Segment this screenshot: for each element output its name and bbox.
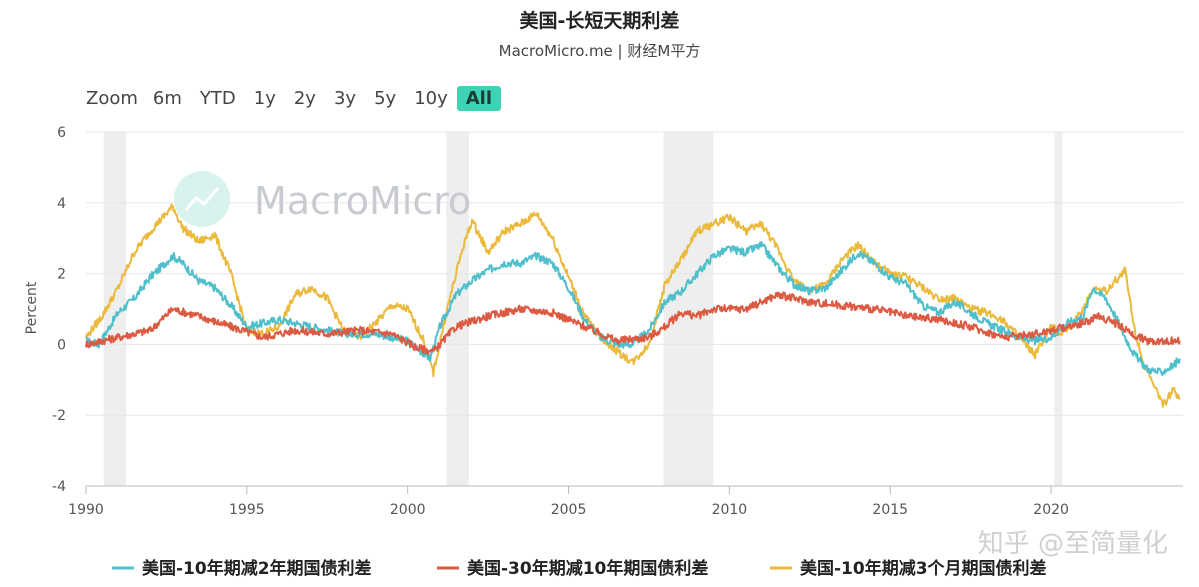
legend-label-2[interactable]: 美国-10年期减3个月期国债利差 <box>800 558 1047 579</box>
legend-label-0[interactable]: 美国-10年期减2年期国债利差 <box>142 558 372 579</box>
watermark: MacroMicro <box>174 171 471 227</box>
chart-title: 美国-长短天期利差 <box>519 10 680 32</box>
recession-band-1 <box>446 132 469 486</box>
y-axis-label: Percent <box>24 281 40 334</box>
zoom-label: Zoom <box>86 87 138 109</box>
series-line-1 <box>85 291 1181 355</box>
recession-bands <box>103 132 1063 486</box>
legend: 美国-10年期减2年期国债利差 美国-30年期减10年期国债利差 美国-10年期减3… <box>112 558 1047 579</box>
watermark-chart-icon <box>184 187 220 211</box>
x-axis: 1990 1995 2000 2005 2010 2015 2020 <box>68 486 1069 518</box>
zoom-bar: Zoom 6m YTD 1y 2y 3y 5y 10y All <box>86 84 502 112</box>
series-line-2 <box>85 203 1181 408</box>
y-axis: -4 -2 0 2 4 6 <box>52 125 66 495</box>
x-tick-label: 2005 <box>551 502 587 518</box>
zoom-1y-button[interactable]: 1y <box>253 87 276 109</box>
zoom-3y-button[interactable]: 3y <box>333 87 357 109</box>
recession-band-0 <box>103 132 127 486</box>
recession-band-2 <box>663 132 714 486</box>
watermark-logo-icon <box>174 171 230 227</box>
watermark-brand: MacroMicro <box>254 179 471 223</box>
x-tick-label: 2000 <box>390 502 426 518</box>
chart-subtitle: MacroMicro.me | 财经M平方 <box>498 42 701 60</box>
y-tick-label: -4 <box>52 479 66 495</box>
x-tick-label: 1990 <box>68 502 104 518</box>
y-tick-label: 0 <box>57 337 66 353</box>
series-line-0 <box>85 241 1181 376</box>
corner-watermark: 知乎 @至简量化 <box>978 529 1168 559</box>
zoom-ytd-button[interactable]: YTD <box>199 87 236 109</box>
grid-lines <box>86 131 1183 487</box>
zoom-6m-button[interactable]: 6m <box>152 87 182 109</box>
x-tick-label: 2010 <box>712 502 748 518</box>
y-tick-label: 2 <box>57 267 66 283</box>
legend-label-1[interactable]: 美国-30年期减10年期国债利差 <box>467 558 708 579</box>
zoom-5y-button[interactable]: 5y <box>374 87 397 109</box>
zoom-2y-button[interactable]: 2y <box>293 87 316 109</box>
recession-band-3 <box>1054 132 1063 486</box>
zoom-all-button[interactable]: All <box>456 85 502 111</box>
zoom-10y-button[interactable]: 10y <box>414 87 448 109</box>
x-tick-label: 2015 <box>872 502 908 518</box>
y-tick-label: 6 <box>57 125 66 141</box>
y-tick-label: 4 <box>57 196 66 212</box>
y-tick-label: -2 <box>52 408 66 424</box>
x-tick-label: 2020 <box>1033 502 1069 518</box>
x-tick-label: 1995 <box>229 502 265 518</box>
series-lines <box>85 203 1181 408</box>
